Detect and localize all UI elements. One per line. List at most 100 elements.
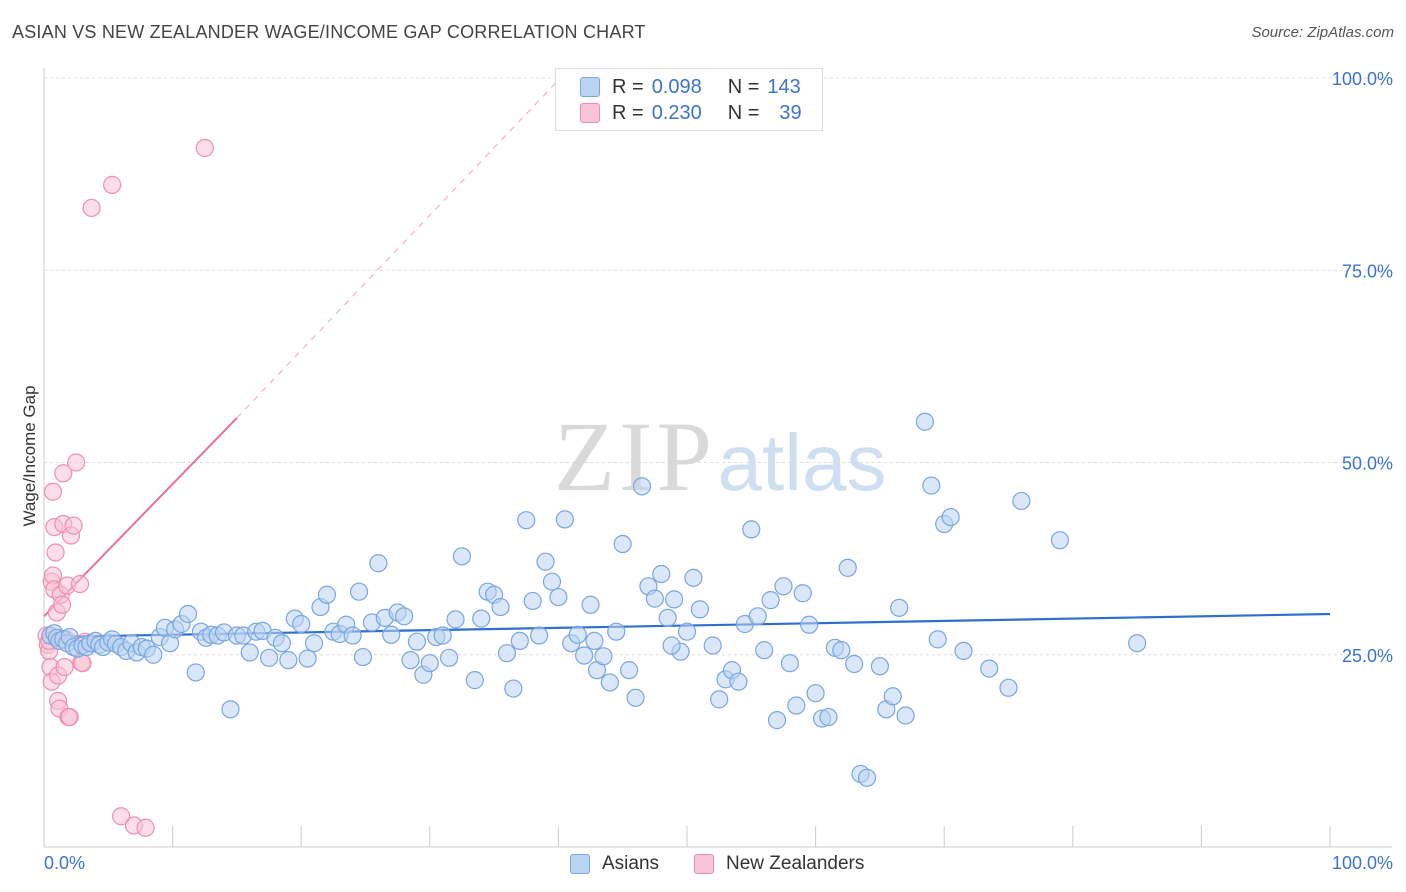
asians-n-label: N = bbox=[727, 75, 760, 98]
asian-point bbox=[780, 654, 799, 673]
asian-point bbox=[382, 625, 401, 644]
asian-point bbox=[472, 609, 491, 628]
asian-points bbox=[41, 412, 1147, 787]
nz-point bbox=[112, 807, 131, 826]
asian-point bbox=[870, 657, 890, 676]
correlation-legend: R = 0.098 N = 143 R = 0.230 N = 39 bbox=[555, 68, 823, 131]
asian-point bbox=[343, 626, 362, 645]
asian-point bbox=[980, 659, 999, 678]
nz-point bbox=[55, 657, 74, 677]
watermark-zip: ZIP bbox=[554, 401, 716, 512]
asian-point bbox=[581, 595, 600, 614]
asian-point bbox=[658, 608, 677, 627]
asian-point bbox=[857, 768, 877, 787]
asian-point bbox=[369, 554, 388, 573]
y-axis-title: Wage/Income Gap bbox=[20, 385, 39, 526]
asian-point bbox=[883, 687, 902, 706]
asian-point bbox=[420, 654, 439, 673]
asian-point bbox=[272, 634, 292, 653]
bottom-legend-asians[interactable]: Asians bbox=[570, 851, 659, 877]
asian-point bbox=[838, 558, 857, 577]
asian-point bbox=[819, 707, 838, 727]
asian-point bbox=[510, 631, 529, 651]
asian-point bbox=[530, 626, 549, 645]
nz-point bbox=[103, 175, 122, 194]
asian-point bbox=[632, 477, 652, 496]
asian-point bbox=[645, 589, 664, 608]
asian-point bbox=[684, 568, 703, 587]
asian-point bbox=[954, 641, 973, 661]
asian-point bbox=[941, 507, 960, 527]
asian-point bbox=[1127, 634, 1147, 653]
asian-point bbox=[536, 552, 555, 571]
nz-point bbox=[70, 574, 90, 594]
asian-point bbox=[298, 649, 317, 668]
asian-point bbox=[915, 412, 935, 431]
bottom-legend-nz[interactable]: New Zealanders bbox=[694, 851, 864, 877]
asian-point bbox=[665, 590, 684, 609]
source-label: Source: ZipAtlas.com bbox=[1251, 24, 1394, 41]
asian-point bbox=[832, 641, 851, 660]
asian-point bbox=[317, 585, 337, 604]
nz-legend-swatch bbox=[694, 854, 714, 874]
asian-point bbox=[349, 582, 369, 601]
asians-r-label: R = bbox=[612, 75, 644, 98]
nz-point bbox=[54, 464, 73, 483]
asian-point bbox=[793, 584, 812, 603]
asian-point bbox=[774, 577, 793, 596]
nz-r-label: R = bbox=[612, 101, 644, 124]
asian-point bbox=[729, 672, 748, 691]
asian-point bbox=[755, 641, 774, 660]
nz-swatch bbox=[580, 103, 600, 123]
y-tick-label-75: 75.0% bbox=[1342, 261, 1393, 281]
asian-point bbox=[394, 607, 414, 626]
asian-point bbox=[600, 673, 619, 692]
asian-point bbox=[517, 511, 536, 530]
asian-point bbox=[928, 630, 947, 649]
asian-point bbox=[549, 587, 568, 607]
asian-point bbox=[240, 643, 259, 662]
nz-point bbox=[52, 595, 72, 614]
asian-point bbox=[555, 510, 574, 529]
asian-point bbox=[304, 634, 324, 653]
asian-point bbox=[353, 647, 373, 667]
asian-point bbox=[761, 591, 780, 610]
nz-point bbox=[43, 482, 63, 501]
asian-point bbox=[890, 598, 909, 617]
asians-legend-label: Asians bbox=[602, 853, 660, 874]
asians-r-value: 0.098 bbox=[651, 75, 702, 98]
axes bbox=[43, 68, 1392, 848]
legend-row-nz: R = 0.230 N = 39 bbox=[580, 100, 802, 126]
legend-row-asians: R = 0.098 N = 143 bbox=[580, 74, 801, 100]
nz-legend-label: New Zealanders bbox=[726, 853, 865, 874]
nz-point bbox=[64, 516, 83, 535]
chart-title: ASIAN VS NEW ZEALANDER WAGE/INCOME GAP C… bbox=[12, 22, 646, 42]
asian-point bbox=[652, 564, 671, 584]
asian-point bbox=[186, 663, 205, 682]
asian-point bbox=[703, 636, 722, 655]
asian-point bbox=[742, 520, 761, 539]
y-tick-label-25: 25.0% bbox=[1342, 646, 1393, 666]
asian-point bbox=[767, 711, 787, 730]
asians-n-value: 143 bbox=[767, 75, 801, 98]
asian-point bbox=[620, 661, 639, 680]
nz-point bbox=[136, 818, 155, 837]
nz-n-label: N = bbox=[727, 101, 760, 124]
asian-point bbox=[279, 651, 298, 670]
nz-point bbox=[60, 707, 79, 727]
asian-point bbox=[568, 625, 587, 644]
asian-point bbox=[465, 671, 484, 690]
nz-points bbox=[37, 138, 214, 837]
watermark: ZIP atlas bbox=[554, 401, 886, 512]
grid-lines bbox=[44, 77, 1392, 656]
asian-point bbox=[178, 604, 198, 624]
asian-point bbox=[523, 591, 542, 611]
nz-n-value: 39 bbox=[779, 101, 802, 124]
asian-point bbox=[452, 547, 472, 566]
asian-point bbox=[401, 651, 420, 670]
asian-point bbox=[662, 636, 681, 655]
trend-lines bbox=[43, 72, 1331, 639]
asian-point bbox=[748, 607, 767, 626]
y-tick-label-50: 50.0% bbox=[1342, 454, 1393, 474]
